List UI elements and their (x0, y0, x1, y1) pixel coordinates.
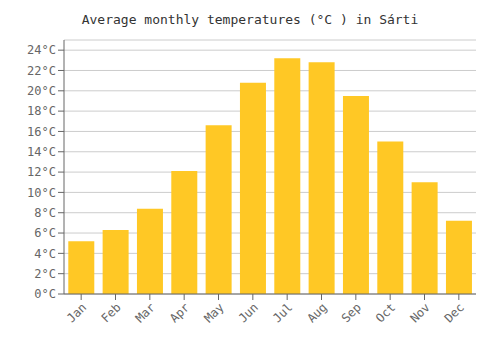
svg-text:12°C: 12°C (27, 165, 56, 179)
svg-text:2°C: 2°C (34, 267, 56, 281)
svg-text:14°C: 14°C (27, 145, 56, 159)
svg-text:Jun: Jun (236, 300, 261, 325)
svg-text:Apr: Apr (167, 300, 192, 325)
svg-text:20°C: 20°C (27, 84, 56, 98)
svg-text:4°C: 4°C (34, 247, 56, 261)
svg-text:6°C: 6°C (34, 226, 56, 240)
svg-text:Jan: Jan (64, 300, 89, 325)
svg-text:Dec: Dec (442, 300, 467, 325)
svg-text:8°C: 8°C (34, 206, 56, 220)
svg-text:Mar: Mar (133, 300, 158, 325)
svg-text:24°C: 24°C (27, 43, 56, 57)
svg-text:16°C: 16°C (27, 125, 56, 139)
svg-text:22°C: 22°C (27, 64, 56, 78)
svg-text:Oct: Oct (373, 300, 398, 325)
svg-text:10°C: 10°C (27, 186, 56, 200)
html-text:Average monthly temperatures (: Average monthly temperatures (°C ) in Sá… (81, 12, 419, 27)
svg-text:Sep: Sep (339, 300, 364, 325)
svg-text:18°C: 18°C (27, 104, 56, 118)
svg-text:Nov: Nov (407, 300, 432, 325)
svg-text:Aug: Aug (304, 300, 329, 325)
svg-text:Feb: Feb (98, 300, 123, 325)
svg-text:0°C: 0°C (34, 287, 56, 301)
svg-text:Jul: Jul (270, 300, 295, 325)
svg-text:May: May (201, 300, 226, 325)
